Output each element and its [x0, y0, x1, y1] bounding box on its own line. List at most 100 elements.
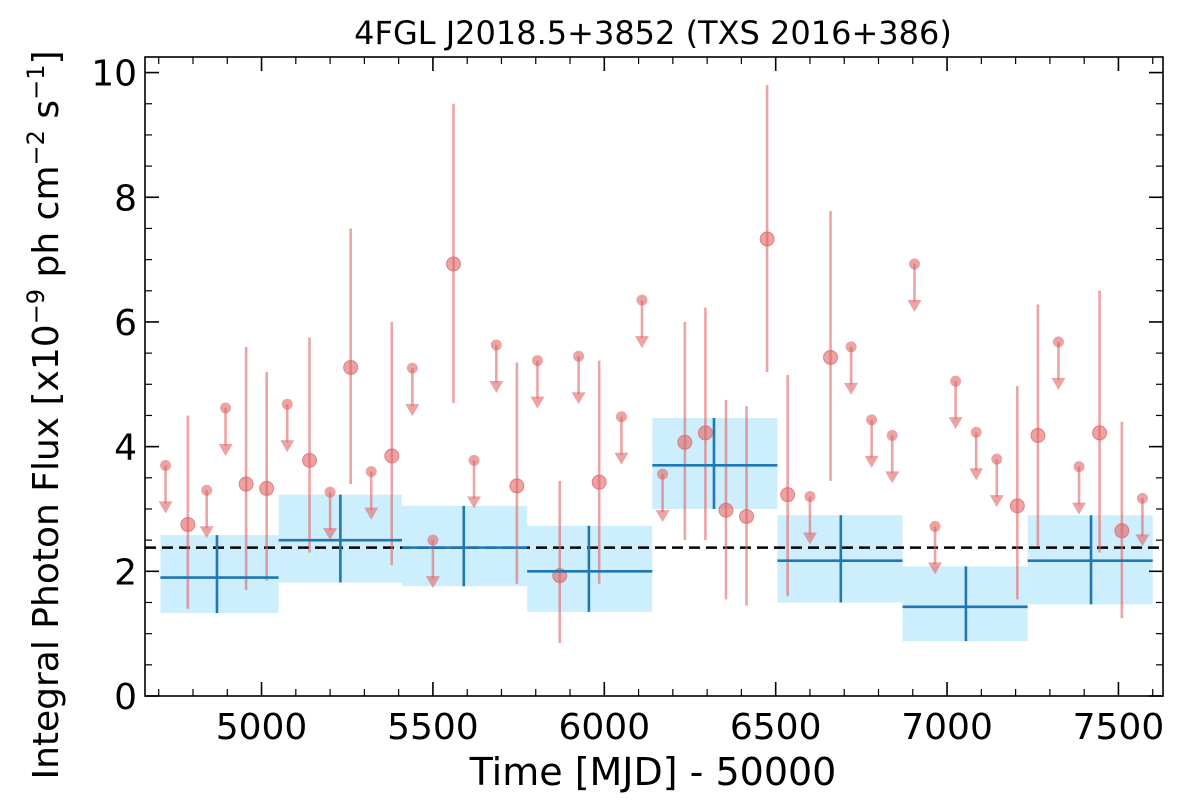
- y-tick-label: 4: [114, 428, 137, 469]
- detection-point: [384, 448, 400, 464]
- upper-limit-point: [1052, 336, 1064, 348]
- x-tick-label: 6000: [558, 707, 650, 748]
- upper-limit-point: [929, 520, 941, 532]
- x-tick-label: 5500: [387, 707, 479, 748]
- upper-limit-point: [160, 459, 172, 471]
- upper-limit-arrow: [571, 392, 586, 405]
- y-axis-label-exponent: −1: [22, 65, 50, 100]
- detection-point: [1009, 498, 1025, 514]
- upper-limit-point: [427, 534, 439, 546]
- x-tick-label: 7500: [1073, 707, 1165, 748]
- upper-limit-point: [281, 398, 293, 410]
- upper-limit-arrow: [655, 510, 670, 523]
- upper-limit-point: [1136, 492, 1148, 504]
- detection-point: [259, 480, 275, 496]
- plot-frame: [144, 56, 1164, 697]
- upper-limit-arrow: [405, 404, 420, 417]
- detection-point: [697, 425, 713, 441]
- upper-limit-point: [201, 484, 213, 496]
- upper-limit-arrow: [489, 381, 504, 394]
- y-axis-label-exponent: −2: [22, 130, 50, 165]
- x-tick-label: 7000: [901, 707, 993, 748]
- detection-point: [780, 487, 796, 503]
- y-tick-label: 10: [91, 54, 137, 95]
- upper-limit-arrow: [1072, 502, 1087, 515]
- upper-limit-arrow: [323, 528, 338, 541]
- upper-limit-point: [365, 466, 377, 478]
- upper-limit-arrow: [928, 562, 943, 575]
- upper-limit-arrow: [635, 336, 650, 349]
- y-axis-label-part: ph cm: [26, 165, 67, 288]
- upper-limit-arrow: [158, 501, 173, 514]
- upper-limit-point: [531, 355, 543, 367]
- detection-point: [509, 478, 525, 494]
- upper-limit-arrow: [218, 443, 233, 456]
- detection-point: [1092, 425, 1108, 441]
- y-axis-label: Integral Photon Flux [x10−9 ph cm−2 s−1]: [22, 50, 67, 779]
- upper-limit-point: [406, 362, 418, 374]
- y-tick-label: 6: [114, 303, 137, 344]
- upper-limit-arrow: [907, 299, 922, 312]
- detection-point: [1030, 427, 1046, 443]
- upper-limit-arrow: [467, 496, 482, 509]
- upper-limit-arrow: [885, 471, 900, 484]
- detection-point: [823, 349, 839, 365]
- detection-point: [302, 452, 318, 468]
- upper-limit-point: [1073, 461, 1085, 473]
- upper-limit-arrow: [969, 468, 984, 481]
- upper-limit-point: [970, 426, 982, 438]
- upper-limit-arrow: [864, 455, 879, 468]
- upper-limit-point: [220, 402, 232, 414]
- detection-point: [591, 474, 607, 490]
- x-axis-label: Time [MJD] - 50000: [469, 750, 837, 794]
- y-tick-label: 8: [114, 178, 137, 219]
- upper-limit-point: [573, 350, 585, 362]
- y-axis-label-part: Integral Photon Flux [x10: [26, 324, 67, 779]
- upper-limit-point: [615, 411, 627, 423]
- chart-title: 4FGL J2018.5+3852 (TXS 2016+386): [354, 14, 952, 52]
- detection-point: [677, 434, 693, 450]
- upper-limit-arrow: [948, 417, 963, 430]
- plot-area: 5000 5500 6000 6500 7000 7500 0 2 4 6 8 10: [91, 54, 1164, 748]
- detection-point: [1114, 523, 1130, 539]
- x-tick-label: 5000: [216, 707, 308, 748]
- upper-limit-arrow: [802, 532, 817, 545]
- upper-limit-arrow: [364, 507, 379, 520]
- upper-limit-point: [468, 454, 480, 466]
- upper-limit-point: [324, 486, 336, 498]
- upper-limit-point: [886, 429, 898, 441]
- detection-point: [238, 476, 254, 492]
- upper-limit-arrow: [1051, 377, 1066, 390]
- detection-point: [343, 359, 359, 375]
- detection-point: [759, 231, 775, 247]
- upper-limit-point: [490, 339, 502, 351]
- upper-limit-arrow: [199, 526, 214, 539]
- upper-limit-arrow: [1135, 534, 1150, 547]
- upper-limit-arrow: [530, 396, 545, 409]
- upper-limit-point: [866, 414, 878, 426]
- y-tick-label: 2: [114, 552, 137, 593]
- detection-point: [718, 502, 734, 518]
- upper-limit-point: [845, 341, 857, 353]
- upper-limit-point: [804, 491, 816, 503]
- y-axis-label-exponent: −9: [22, 289, 50, 324]
- upper-limit-arrow: [989, 495, 1004, 508]
- upper-limit-point: [908, 258, 920, 270]
- detection-point: [445, 256, 461, 272]
- detection-point: [180, 517, 196, 533]
- upper-limit-arrow: [614, 452, 629, 465]
- upper-limit-arrow: [280, 440, 295, 453]
- y-axis-label-part: ]: [26, 50, 67, 64]
- y-axis-label-part: s: [26, 100, 67, 130]
- upper-limit-point: [991, 453, 1003, 465]
- y-tick-label: 0: [114, 677, 137, 718]
- upper-limit-point: [950, 375, 962, 387]
- upper-limit-point: [657, 468, 669, 480]
- upper-limit-point: [636, 294, 648, 306]
- upper-limit-arrow: [425, 576, 440, 589]
- x-tick-label: 6500: [730, 707, 822, 748]
- detection-point: [739, 508, 755, 524]
- upper-limit-arrow: [844, 382, 859, 395]
